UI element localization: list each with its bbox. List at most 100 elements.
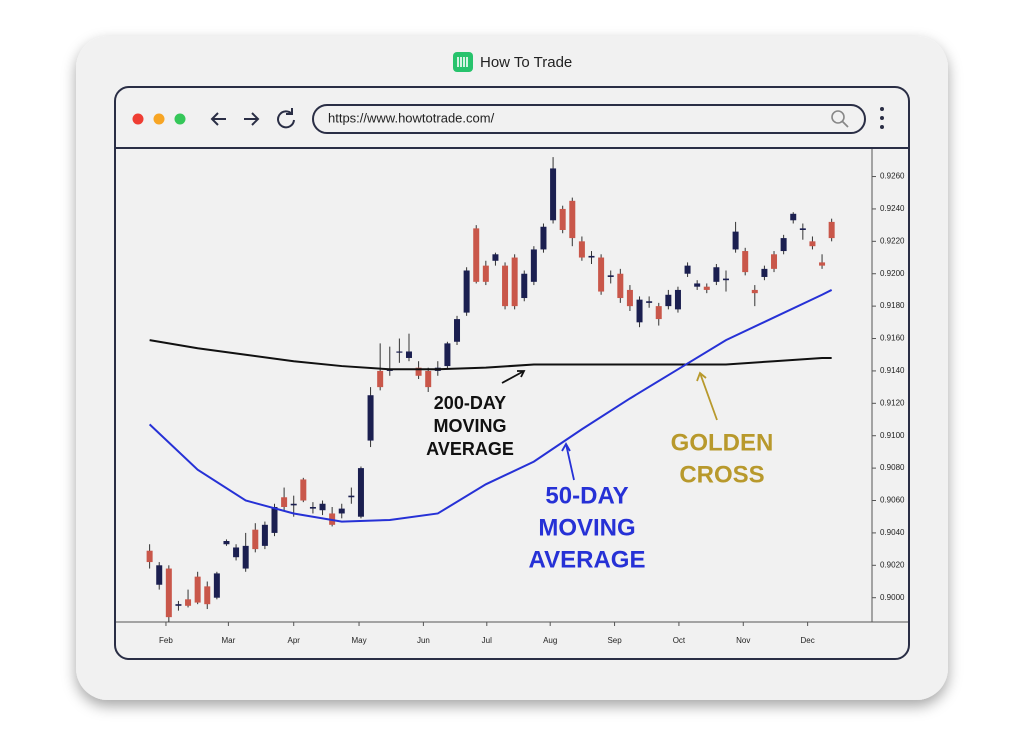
annotation: 50-DAY (545, 482, 628, 509)
candle-body (357, 468, 364, 517)
candle-body (194, 576, 201, 603)
candle-body (454, 319, 461, 342)
candle-body (761, 268, 768, 277)
url: https://www.howtotrade.com/ (328, 110, 495, 125)
menu-dot[interactable] (880, 125, 884, 129)
candle-body (502, 265, 509, 307)
candle-body (156, 565, 163, 585)
annotation: AVERAGE (529, 546, 646, 573)
y-tick-label: 0.9040 (880, 528, 905, 537)
candle-body (828, 221, 835, 239)
candle-body (694, 283, 701, 287)
candle-body (530, 249, 537, 282)
x-tick-label: Mar (222, 636, 236, 645)
candle-body (799, 228, 806, 230)
candle-body (146, 550, 153, 563)
candle-body (578, 241, 585, 258)
y-tick-label: 0.9000 (880, 593, 905, 602)
annotation: 200-DAY (434, 393, 506, 413)
back-button[interactable] (210, 112, 226, 126)
x-tick-label: May (351, 636, 366, 645)
candle-body (655, 306, 662, 320)
candle-body (319, 503, 326, 511)
candle-body (751, 289, 758, 294)
candle-body (290, 503, 297, 506)
candle-body (540, 226, 547, 250)
arrow (696, 371, 718, 421)
candle-body (636, 299, 643, 323)
candle-body (271, 506, 278, 533)
search-icon-handle (841, 120, 849, 128)
candle-body (281, 497, 288, 507)
annotation: CROSS (679, 461, 764, 488)
y-tick-label: 0.9180 (880, 301, 905, 310)
candle-body (569, 200, 576, 239)
close-button[interactable] (132, 113, 144, 125)
x-tick-label: Dec (801, 636, 815, 645)
candle-body (703, 286, 710, 290)
menu-dot[interactable] (880, 107, 884, 111)
search-icon[interactable] (831, 110, 845, 124)
y-tick-label: 0.9060 (880, 496, 905, 505)
candle-body (492, 254, 499, 261)
candle-body (252, 529, 259, 550)
candle-body (261, 524, 268, 546)
moving-average-line (149, 339, 832, 371)
candle-body (482, 265, 489, 282)
candle-body (444, 343, 451, 367)
candle-body (309, 506, 316, 509)
x-tick-label: Jul (482, 636, 492, 645)
candle-body (367, 395, 374, 441)
candle-body (559, 208, 566, 230)
y-tick-label: 0.9240 (880, 204, 905, 213)
candle-body (780, 238, 787, 252)
candle-body (213, 573, 220, 598)
candle-body (732, 231, 739, 250)
x-tick-label: Sep (607, 636, 622, 645)
candle-body (809, 241, 816, 247)
candle-body (415, 367, 422, 376)
candle-body (242, 545, 249, 569)
annotation: MOVING (538, 514, 635, 541)
candle-body (598, 257, 605, 292)
menu-dot[interactable] (880, 116, 884, 120)
candle-body (204, 586, 211, 605)
arrow (561, 442, 575, 481)
x-tick-label: Aug (543, 636, 557, 645)
candle-body (165, 568, 172, 618)
candle-body (665, 294, 672, 307)
candle-body (396, 351, 403, 353)
x-tick-label: Oct (673, 636, 686, 645)
candle-body (425, 370, 432, 388)
candle-body (377, 370, 384, 388)
candle-body (646, 301, 653, 303)
candle-body (405, 351, 412, 358)
candle-body (626, 289, 633, 307)
candle-body (511, 257, 518, 307)
candle-body (617, 273, 624, 299)
y-tick-label: 0.9220 (880, 236, 905, 245)
x-tick-label: Nov (736, 636, 750, 645)
reload-button[interactable] (277, 108, 295, 129)
annotation: AVERAGE (426, 439, 514, 459)
address-bar[interactable] (312, 104, 866, 134)
maximize-button[interactable] (174, 113, 186, 125)
candle-body (742, 251, 749, 273)
x-tick-label: Feb (159, 636, 173, 645)
y-tick-label: 0.9200 (880, 269, 905, 278)
candle-body (175, 604, 182, 606)
candle-body (790, 213, 797, 221)
minimize-button[interactable] (153, 113, 165, 125)
y-tick-label: 0.9020 (880, 560, 905, 569)
candle-body (463, 270, 470, 313)
candle-body (722, 278, 729, 281)
y-tick-label: 0.9100 (880, 431, 905, 440)
candle-body (713, 267, 720, 282)
logo-mark (457, 57, 468, 67)
candle-body (607, 275, 614, 277)
candle-body (348, 495, 355, 498)
forward-button[interactable] (244, 112, 260, 126)
candle-body (771, 254, 778, 269)
annotation: GOLDEN (671, 429, 774, 456)
